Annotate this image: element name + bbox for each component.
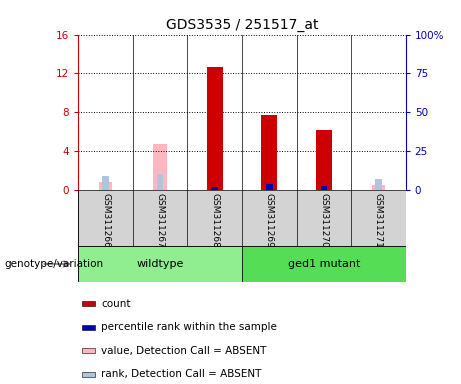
Text: GSM311267: GSM311267 [156,193,165,248]
Text: genotype/variation: genotype/variation [5,259,104,269]
Bar [372,185,385,190]
Bar [375,179,382,190]
Bar [242,246,406,282]
Bar [212,187,218,190]
Bar [82,301,95,306]
Bar [82,372,95,377]
Bar [157,174,164,190]
Text: GSM311270: GSM311270 [319,193,328,248]
Bar [99,182,112,190]
Text: ged1 mutant: ged1 mutant [288,259,360,269]
Bar [154,144,167,190]
Text: value, Detection Call = ABSENT: value, Detection Call = ABSENT [101,346,266,356]
Bar [207,67,223,190]
Text: GSM311271: GSM311271 [374,193,383,248]
Text: count: count [101,299,131,309]
Text: rank, Detection Call = ABSENT: rank, Detection Call = ABSENT [101,369,262,379]
Bar [82,325,95,329]
Title: GDS3535 / 251517_at: GDS3535 / 251517_at [166,18,318,32]
Bar [102,175,109,190]
Text: GSM311266: GSM311266 [101,193,110,248]
Bar [266,184,272,190]
Bar [320,185,327,190]
Bar [78,246,242,282]
Text: percentile rank within the sample: percentile rank within the sample [101,322,277,332]
Bar [82,348,95,353]
Text: wildtype: wildtype [136,259,184,269]
Bar [261,115,278,190]
Text: GSM311268: GSM311268 [210,193,219,248]
Text: GSM311269: GSM311269 [265,193,274,248]
Bar [316,130,332,190]
